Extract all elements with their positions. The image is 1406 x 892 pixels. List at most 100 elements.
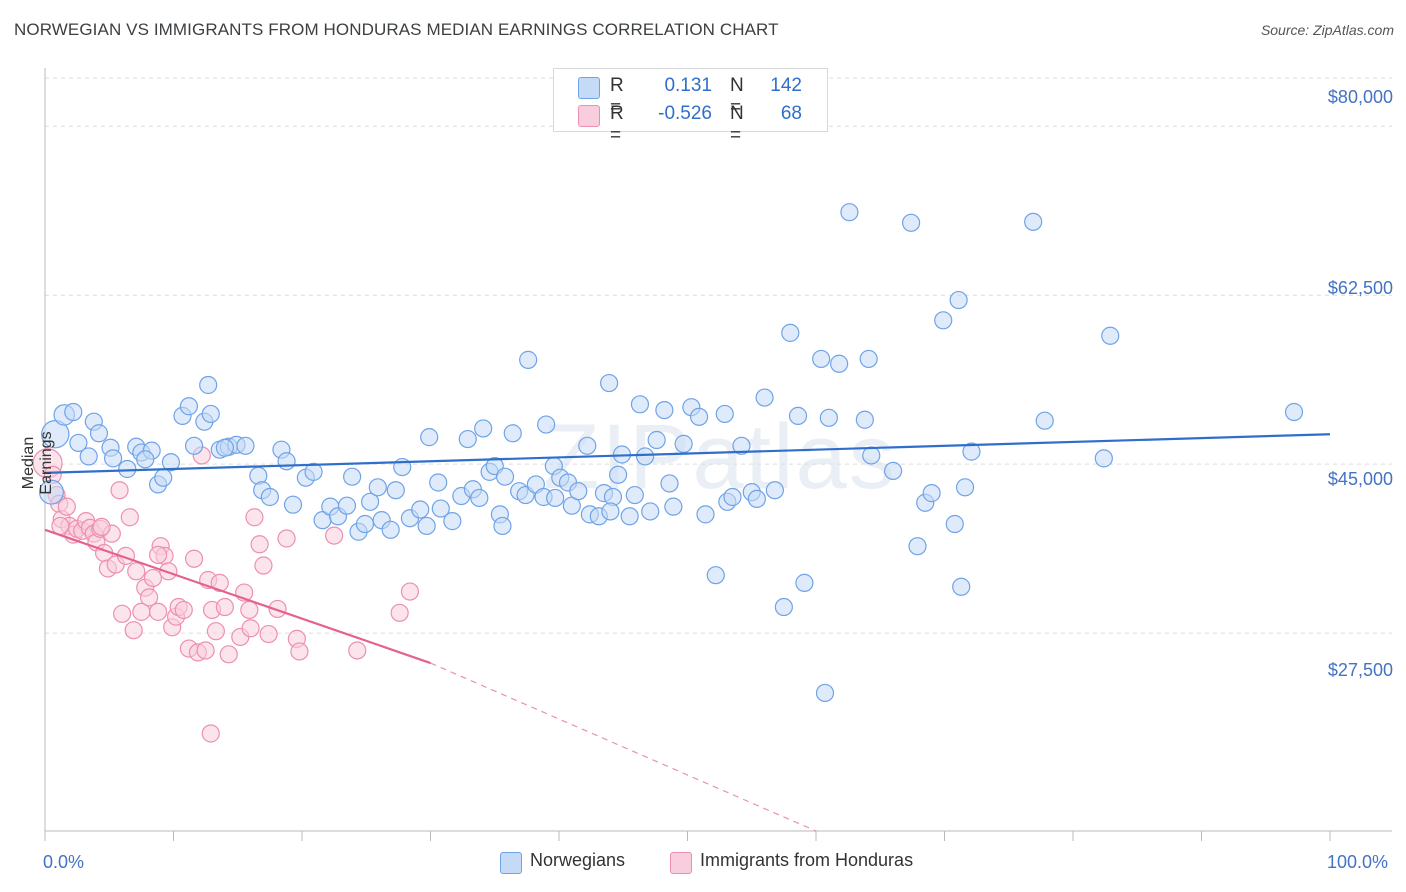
blue-point-128: [1024, 212, 1043, 231]
pink-point-60: [390, 603, 409, 622]
blue-point-53: [443, 512, 462, 531]
blue-point-119: [908, 537, 927, 556]
blue-point-58: [474, 419, 493, 438]
blue-point-49: [417, 516, 436, 536]
blue-point-16: [161, 453, 181, 472]
blue-r-label: R =: [610, 75, 624, 118]
pink-point-67: [240, 600, 259, 620]
pink-point-50: [245, 508, 264, 527]
blue-point-89: [647, 430, 666, 450]
blue-point-121: [922, 484, 941, 503]
blue-point-51: [429, 473, 448, 492]
pink-swatch: [578, 105, 600, 127]
blue-point-96: [696, 505, 715, 524]
pink-point-53: [259, 624, 278, 644]
legend-blue-swatch: [500, 852, 522, 874]
blue-point-114: [855, 410, 874, 429]
blue-point-126: [955, 478, 975, 497]
blue-point-84: [620, 507, 639, 526]
blue-point-45: [386, 481, 405, 500]
blue-point-22: [199, 375, 218, 395]
blue-point-133: [815, 683, 835, 703]
pink-point-61: [400, 582, 420, 601]
blue-point-69: [537, 415, 556, 434]
pink-point-22: [120, 508, 139, 527]
blue-point-95: [689, 407, 709, 426]
pink-point-38: [184, 549, 204, 568]
blue-point-18: [179, 397, 199, 416]
blue-point-111: [819, 408, 838, 427]
pink-n-label: N =: [730, 103, 744, 146]
pink-point-24: [127, 562, 146, 581]
blue-point-4: [69, 433, 88, 453]
blue-point-118: [901, 213, 921, 232]
pink-point-29: [148, 602, 168, 621]
gridlines: [45, 77, 1392, 634]
blue-point-91: [660, 474, 679, 493]
blue-point-90: [655, 400, 674, 420]
pink-trend-line-extension: [430, 662, 817, 832]
blue-point-138: [601, 502, 620, 521]
blue-point-19: [184, 436, 204, 455]
y-tick-label-80000: $80,000: [1327, 87, 1393, 107]
blue-point-137: [215, 438, 234, 457]
blue-point-87: [635, 447, 655, 466]
blue-point-86: [630, 395, 650, 414]
pink-point-46: [219, 645, 238, 664]
blue-point-76: [578, 436, 597, 455]
blue-trend-line: [44, 433, 1331, 474]
blue-point-116: [862, 446, 881, 465]
blue-point-103: [747, 489, 766, 509]
blue-point-92: [664, 497, 683, 516]
blue-point-125: [952, 577, 971, 596]
blue-point-57: [470, 488, 489, 508]
pink-point-55: [277, 529, 296, 548]
pink-point-51: [250, 535, 269, 554]
chart-title: NORWEGIAN VS IMMIGRANTS FROM HONDURAS ME…: [14, 20, 779, 39]
blue-point-85: [625, 485, 644, 505]
pink-point-5: [57, 497, 76, 516]
blue-point-113: [840, 203, 859, 222]
blue-point-29: [260, 487, 279, 507]
blue-point-88: [641, 502, 660, 521]
x-tick-label-max: 100.0%: [1327, 852, 1389, 872]
blue-point-132: [1284, 402, 1304, 422]
blue-point-41: [361, 492, 380, 511]
blue-point-97: [706, 566, 725, 585]
pink-point-49: [241, 619, 260, 638]
blue-point-1: [38, 479, 64, 505]
x-tick-label-min: 0.0%: [43, 852, 85, 872]
blue-point-130: [1094, 449, 1113, 468]
blue-point-3: [64, 402, 83, 422]
blue-point-131: [1101, 326, 1120, 345]
blue-n-value: 142: [770, 75, 802, 96]
pink-point-43: [206, 622, 226, 641]
blue-point-38: [337, 496, 357, 515]
blue-point-52: [431, 499, 450, 518]
blue-r-value: 0.131: [664, 75, 712, 96]
source-label: Source: ZipAtlas.com: [1260, 22, 1394, 38]
blue-point-117: [883, 461, 903, 481]
y-axis-title: Median Earnings: [20, 431, 55, 495]
pink-point-27: [139, 588, 159, 607]
blue-point-105: [765, 481, 784, 500]
blue-point-107: [781, 323, 800, 342]
pink-point-58: [325, 526, 344, 545]
blue-point-6: [89, 424, 109, 443]
blue-point-10: [118, 459, 137, 479]
pink-series: [32, 446, 420, 743]
blue-point-100: [723, 487, 742, 507]
pink-point-66: [196, 641, 215, 660]
blue-point-42: [368, 478, 387, 497]
pink-point-62: [201, 724, 220, 743]
y-tick-label-45000: $45,000: [1327, 469, 1393, 489]
blue-point-122: [934, 311, 953, 330]
blue-point-55: [458, 429, 477, 449]
pink-n-value: 68: [780, 103, 802, 124]
blue-point-134: [493, 516, 512, 536]
blue-swatch: [578, 77, 600, 99]
blue-point-34: [304, 462, 323, 481]
blue-point-101: [732, 436, 751, 455]
y-tick-label-27500: $27,500: [1327, 660, 1393, 680]
